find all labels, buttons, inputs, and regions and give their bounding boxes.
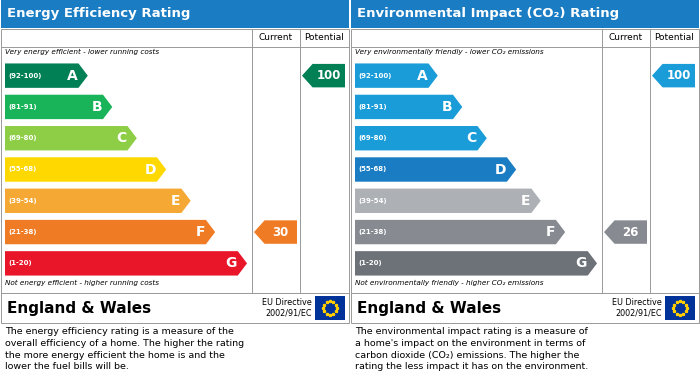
Text: (92-100): (92-100) bbox=[358, 73, 391, 79]
Polygon shape bbox=[5, 95, 112, 119]
Text: G: G bbox=[225, 256, 237, 270]
Bar bbox=[351, 293, 699, 323]
Text: B: B bbox=[442, 100, 452, 114]
Text: 26: 26 bbox=[622, 226, 639, 239]
Text: Environmental Impact (CO₂) Rating: Environmental Impact (CO₂) Rating bbox=[357, 7, 619, 20]
Bar bbox=[351, 0, 699, 28]
Text: (81-91): (81-91) bbox=[8, 104, 36, 110]
Text: Not energy efficient - higher running costs: Not energy efficient - higher running co… bbox=[5, 280, 159, 286]
Text: (55-68): (55-68) bbox=[358, 167, 386, 172]
Bar bbox=[351, 29, 699, 293]
Bar bbox=[665, 296, 695, 320]
Polygon shape bbox=[5, 157, 166, 182]
Text: (39-54): (39-54) bbox=[8, 198, 36, 204]
Bar bbox=[1, 293, 349, 323]
Polygon shape bbox=[5, 251, 247, 276]
Text: (21-38): (21-38) bbox=[358, 229, 386, 235]
Text: C: C bbox=[116, 131, 127, 145]
Text: A: A bbox=[416, 69, 428, 83]
Text: England & Wales: England & Wales bbox=[7, 301, 151, 316]
Text: EU Directive
2002/91/EC: EU Directive 2002/91/EC bbox=[612, 298, 662, 318]
Text: Not environmentally friendly - higher CO₂ emissions: Not environmentally friendly - higher CO… bbox=[355, 280, 543, 286]
Polygon shape bbox=[5, 188, 190, 213]
Text: The energy efficiency rating is a measure of the
overall efficiency of a home. T: The energy efficiency rating is a measur… bbox=[5, 327, 244, 371]
Polygon shape bbox=[302, 64, 345, 87]
Text: (21-38): (21-38) bbox=[8, 229, 36, 235]
Text: Very energy efficient - lower running costs: Very energy efficient - lower running co… bbox=[5, 49, 159, 55]
Text: Potential: Potential bbox=[304, 34, 344, 43]
Text: Potential: Potential bbox=[654, 34, 694, 43]
Polygon shape bbox=[355, 220, 565, 244]
Text: Energy Efficiency Rating: Energy Efficiency Rating bbox=[7, 7, 190, 20]
Polygon shape bbox=[355, 251, 597, 276]
Text: D: D bbox=[494, 163, 506, 176]
Text: E: E bbox=[171, 194, 181, 208]
Polygon shape bbox=[604, 221, 647, 244]
Bar bbox=[1, 29, 349, 293]
Bar bbox=[1, 0, 349, 28]
Text: The environmental impact rating is a measure of
a home's impact on the environme: The environmental impact rating is a mea… bbox=[355, 327, 588, 371]
Polygon shape bbox=[5, 63, 88, 88]
Text: (81-91): (81-91) bbox=[358, 104, 386, 110]
Text: Very environmentally friendly - lower CO₂ emissions: Very environmentally friendly - lower CO… bbox=[355, 49, 544, 55]
Text: Current: Current bbox=[609, 34, 643, 43]
Text: G: G bbox=[575, 256, 587, 270]
Polygon shape bbox=[355, 126, 486, 151]
Polygon shape bbox=[652, 64, 695, 87]
Text: (39-54): (39-54) bbox=[358, 198, 386, 204]
Text: D: D bbox=[144, 163, 156, 176]
Text: B: B bbox=[92, 100, 102, 114]
Text: 30: 30 bbox=[273, 226, 289, 239]
Polygon shape bbox=[355, 63, 438, 88]
Polygon shape bbox=[355, 95, 462, 119]
Polygon shape bbox=[355, 157, 516, 182]
Polygon shape bbox=[5, 220, 215, 244]
Text: E: E bbox=[521, 194, 531, 208]
Text: Current: Current bbox=[259, 34, 293, 43]
Text: (55-68): (55-68) bbox=[8, 167, 36, 172]
Text: (69-80): (69-80) bbox=[358, 135, 386, 141]
Text: England & Wales: England & Wales bbox=[357, 301, 501, 316]
Text: (1-20): (1-20) bbox=[358, 260, 382, 266]
Text: (1-20): (1-20) bbox=[8, 260, 32, 266]
Text: (69-80): (69-80) bbox=[8, 135, 36, 141]
Text: EU Directive
2002/91/EC: EU Directive 2002/91/EC bbox=[262, 298, 312, 318]
Polygon shape bbox=[254, 221, 297, 244]
Text: A: A bbox=[66, 69, 78, 83]
Text: F: F bbox=[545, 225, 555, 239]
Text: 100: 100 bbox=[666, 69, 691, 82]
Polygon shape bbox=[5, 126, 136, 151]
Text: (92-100): (92-100) bbox=[8, 73, 41, 79]
Text: 100: 100 bbox=[316, 69, 341, 82]
Bar bbox=[315, 296, 345, 320]
Text: C: C bbox=[466, 131, 477, 145]
Text: F: F bbox=[195, 225, 205, 239]
Polygon shape bbox=[355, 188, 540, 213]
